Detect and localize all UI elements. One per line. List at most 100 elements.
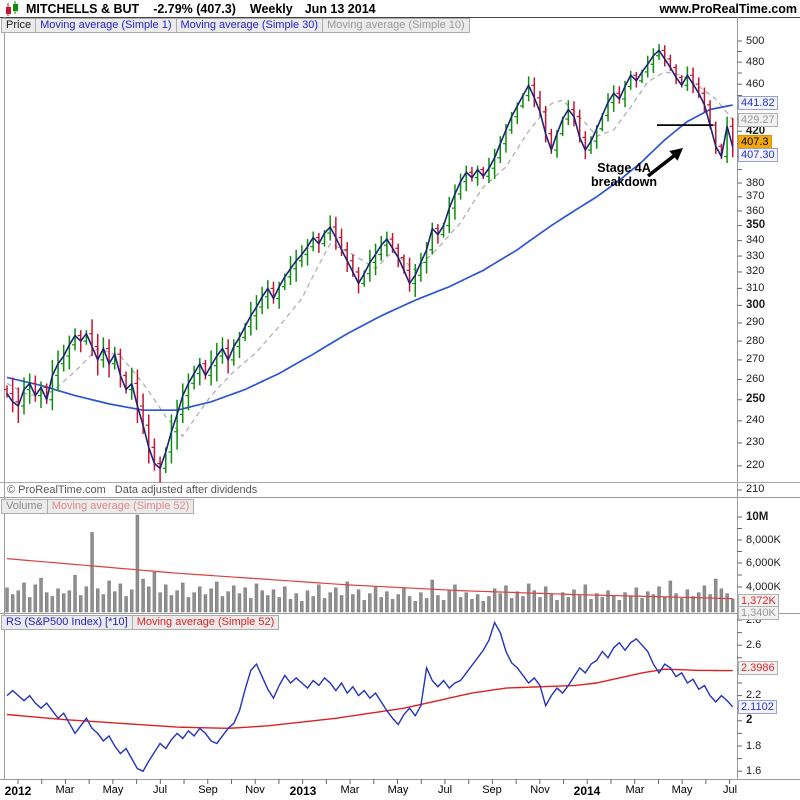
- legend-chip[interactable]: Moving average (Simple 10): [322, 18, 470, 33]
- volume-bar: [192, 592, 196, 613]
- legend-chip[interactable]: Moving average (Simple 52): [46, 499, 195, 514]
- legend-chip[interactable]: RS (S&P500 Index) [*10]: [1, 615, 133, 630]
- volume-bar: [526, 583, 531, 613]
- volume-bar: [266, 595, 270, 613]
- volume-axis-label: 4,000K: [746, 580, 781, 593]
- volume-bar: [27, 597, 32, 613]
- volume-bar: [237, 593, 242, 613]
- legend-chip[interactable]: Moving average (Simple 1): [35, 18, 177, 33]
- volume-bar: [277, 597, 281, 613]
- volume-bar: [339, 595, 344, 613]
- time-axis-label: Mar: [625, 784, 645, 796]
- volume-bar: [629, 596, 633, 613]
- time-axis-label: May: [102, 784, 124, 796]
- volume-bar: [663, 597, 667, 613]
- volume-bar: [623, 592, 627, 613]
- volume-bar: [441, 600, 446, 613]
- volume-bar: [334, 587, 338, 613]
- volume-bar: [617, 600, 622, 613]
- rs-legend: RS (S&P500 Index) [*10] Moving average (S…: [1, 615, 280, 630]
- volume-axis-label: 6,000K: [746, 556, 781, 569]
- time-axis-label: Sep: [198, 784, 218, 796]
- price-axis-label: 310: [746, 281, 765, 294]
- website-link[interactable]: www.ProRealTime.com: [659, 2, 797, 16]
- volume-bar: [583, 584, 588, 613]
- time-axis-label: Nov: [245, 784, 265, 796]
- volume-bar: [498, 593, 502, 613]
- price-axis-label: 220: [746, 459, 765, 472]
- rs-ma-line: [6, 668, 733, 730]
- volume-bar: [243, 587, 247, 613]
- volume-bar: [33, 584, 38, 613]
- time-axis-label: May: [671, 784, 693, 796]
- annotation-line1: Stage 4A: [597, 161, 651, 175]
- volume-bar: [5, 587, 9, 613]
- volume-bar: [356, 589, 361, 613]
- volume-bar: [186, 597, 191, 613]
- volume-bar: [209, 588, 213, 613]
- axis-value-box: 429.27: [738, 113, 778, 127]
- volume-bar: [368, 593, 372, 613]
- axis-value-box: 441.82: [738, 96, 778, 110]
- axis-value-box: 2.1102: [738, 700, 777, 714]
- volume-bar: [487, 596, 491, 613]
- volume-bar: [504, 585, 508, 613]
- volume-bar: [407, 596, 412, 613]
- volume-bar: [322, 598, 327, 613]
- volume-bar: [90, 532, 94, 613]
- time-axis-label: Sep: [482, 784, 502, 796]
- volume-bar: [640, 598, 644, 613]
- volume-bar: [135, 514, 140, 613]
- volume-bar: [509, 598, 514, 613]
- time-axis-label: May: [387, 784, 409, 796]
- annotation-line2: breakdown: [591, 174, 657, 189]
- volume-bar: [141, 578, 145, 613]
- volume-bar: [254, 583, 259, 613]
- volume-bar: [566, 597, 571, 613]
- time-axis-label: Jul: [437, 784, 453, 796]
- volume-bar: [646, 591, 650, 613]
- volume-bar: [203, 594, 208, 613]
- volume-bar: [708, 594, 712, 613]
- price-axis-label: 480: [746, 55, 765, 68]
- volume-bar: [175, 590, 179, 613]
- volume-bar: [685, 589, 690, 613]
- legend-chip[interactable]: Price: [1, 18, 37, 33]
- volume-bar: [543, 586, 548, 613]
- volume-bar: [475, 594, 480, 613]
- price-axis-label: 370: [746, 190, 765, 203]
- volume-bar: [532, 590, 537, 613]
- volume-bar: [674, 593, 678, 613]
- volume-bar: [657, 586, 661, 613]
- volume-ma-line: [6, 558, 733, 600]
- volume-bar: [311, 596, 315, 613]
- volume-bar: [691, 596, 695, 613]
- rs-axis-label: 1.8: [746, 739, 762, 752]
- volume-bar: [453, 584, 457, 613]
- price-axis-label: 320: [746, 265, 765, 278]
- volume-bar: [73, 574, 77, 613]
- volume-bar: [147, 586, 151, 613]
- legend-chip[interactable]: Volume: [1, 499, 48, 514]
- volume-bar: [373, 586, 378, 613]
- rs-axis-label: 2: [746, 714, 753, 727]
- volume-bar: [169, 595, 174, 613]
- price-axis-label: 300: [746, 298, 766, 311]
- legend-chip[interactable]: Moving average (Simple 30): [175, 18, 324, 33]
- volume-bar: [424, 598, 429, 613]
- time-axis-label: Jul: [152, 784, 168, 796]
- price-axis-label: 240: [746, 414, 765, 427]
- volume-bar: [271, 589, 276, 613]
- volume-bar: [164, 584, 168, 613]
- volume-bar: [130, 589, 134, 613]
- legend-chip[interactable]: Moving average (Simple 52): [131, 615, 280, 630]
- volume-bar: [385, 591, 389, 613]
- time-axis-label: Mar: [340, 784, 360, 796]
- copyright-text: © ProRealTime.com: [7, 484, 106, 496]
- volume-bar: [651, 594, 656, 613]
- volume-bar: [67, 590, 72, 613]
- rs-line: [6, 620, 734, 773]
- rs-axis-label: 2.6: [746, 638, 762, 651]
- date-label: Jun 13 2014: [304, 2, 376, 16]
